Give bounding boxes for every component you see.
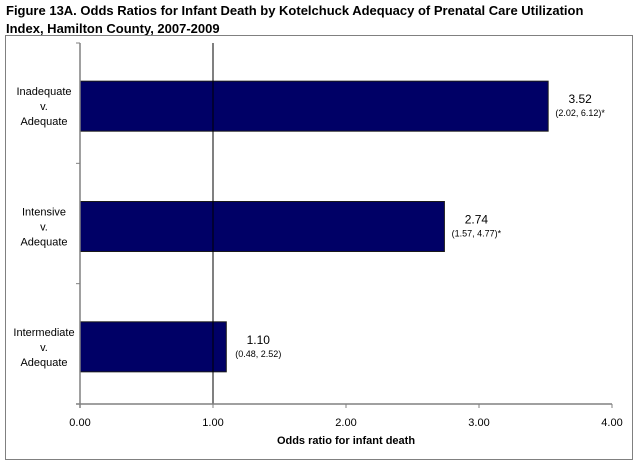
- ci-label-2: (0.48, 2.52): [235, 349, 281, 359]
- category-label-0-line-1: v.: [40, 101, 48, 113]
- ci-label-1: (1.57, 4.77)*: [452, 229, 502, 239]
- value-label-0: 3.52: [568, 92, 592, 106]
- x-tick-label-2: 2.00: [335, 417, 356, 429]
- x-tick-label-3: 3.00: [468, 417, 489, 429]
- category-label-0-line-0: Inadequate: [16, 86, 71, 98]
- bar-2: [79, 321, 227, 373]
- chart-frame: [5, 35, 633, 460]
- chart-title-line-1: Figure 13A. Odds Ratios for Infant Death…: [6, 3, 584, 18]
- category-label-1-line-0: Intensive: [22, 207, 66, 219]
- category-label-1-line-2: Adequate: [20, 237, 67, 249]
- category-label-0-line-2: Adequate: [20, 116, 67, 128]
- chart-title-line-2: Index, Hamilton County, 2007-2009: [6, 21, 220, 36]
- category-label-2-line-1: v.: [40, 342, 48, 354]
- x-axis-title: Odds ratio for infant death: [277, 435, 415, 447]
- category-label-2-line-2: Adequate: [20, 357, 67, 369]
- value-label-1: 2.74: [465, 213, 489, 227]
- category-label-2-line-0: Intermediate: [13, 327, 74, 339]
- value-label-2: 1.10: [247, 333, 271, 347]
- x-tick-label-4: 4.00: [601, 417, 622, 429]
- ci-label-0: (2.02, 6.12)*: [555, 108, 605, 118]
- category-label-1-line-1: v.: [40, 222, 48, 234]
- bar-0: [79, 80, 549, 132]
- bar-1: [79, 201, 445, 252]
- chart-title: Figure 13A. Odds Ratios for Infant Death…: [6, 2, 636, 38]
- x-tick-label-1: 1.00: [202, 417, 223, 429]
- x-tick-label-0: 0.00: [69, 417, 90, 429]
